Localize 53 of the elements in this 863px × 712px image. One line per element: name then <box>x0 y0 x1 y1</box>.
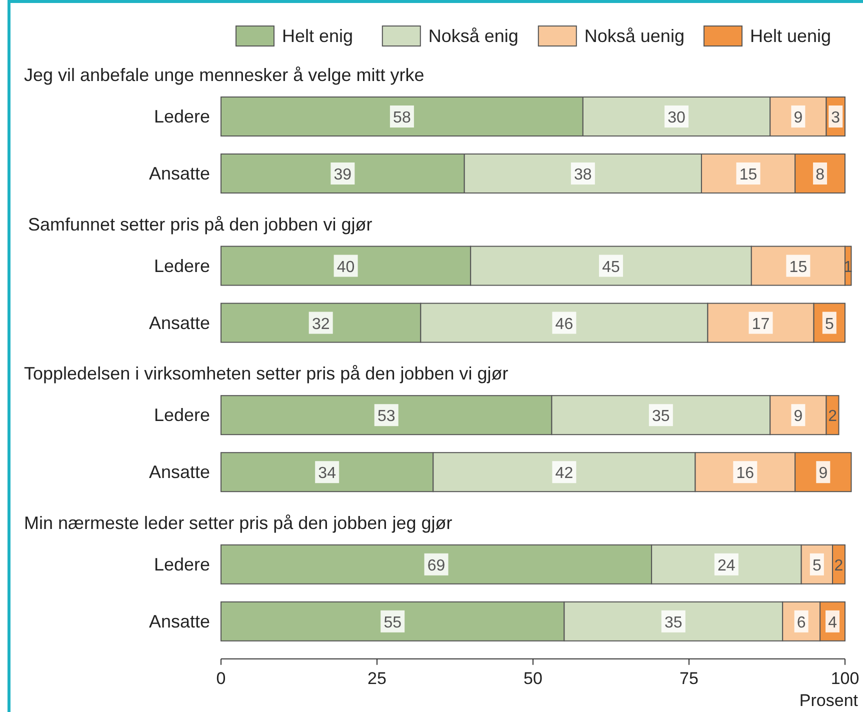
y-tick-label: Ansatte <box>148 462 210 482</box>
x-tick-label: 75 <box>680 668 698 688</box>
data-label: 30 <box>668 110 686 126</box>
data-label: 39 <box>334 166 352 184</box>
data-label: 16 <box>736 465 754 482</box>
data-label: 15 <box>789 258 808 276</box>
chart-title: Jeg vil anbefale unge mennesker å velge mitt yrke <box>24 65 424 85</box>
data-label: 34 <box>318 465 336 482</box>
y-tick-label: Ansatte <box>148 312 210 333</box>
data-label: 55 <box>384 614 402 632</box>
data-label: 4 <box>828 614 838 632</box>
data-label: 40 <box>336 258 355 276</box>
data-label: 17 <box>752 316 770 333</box>
data-label: 46 <box>555 316 574 333</box>
data-label: 15 <box>739 166 758 184</box>
y-tick-label: Ledere <box>154 405 210 426</box>
data-label: 9 <box>818 465 828 482</box>
data-label: 24 <box>718 557 736 574</box>
data-label: 9 <box>794 110 803 126</box>
legend-label: Helt enig <box>282 26 354 46</box>
data-label: 38 <box>574 166 592 184</box>
data-label: 6 <box>796 614 806 632</box>
data-label: 35 <box>664 614 682 632</box>
data-label: 45 <box>602 258 620 276</box>
data-label: 53 <box>377 408 396 426</box>
data-label: 8 <box>816 166 825 184</box>
chart-title: Toppledelsen i virksomheten setter pris på den jobben vi gjør <box>24 364 508 384</box>
x-tick-label: 50 <box>524 668 542 688</box>
legend-label: Helt uenig <box>750 26 832 46</box>
legend-label: Nokså enig <box>428 26 518 46</box>
y-tick-label: Ansatte <box>148 611 210 632</box>
data-label: 42 <box>555 465 574 482</box>
data-label: 5 <box>824 316 834 333</box>
data-label: 32 <box>312 316 330 333</box>
data-label: 58 <box>393 110 411 126</box>
data-label: 69 <box>427 557 446 574</box>
y-tick-label: Ansatte <box>148 164 210 184</box>
data-label: 2 <box>834 557 844 574</box>
chart-title: Samfunnet setter pris på den jobben vi gjør <box>28 214 372 234</box>
data-label: 5 <box>812 557 822 574</box>
data-label: 35 <box>652 408 670 426</box>
y-tick-label: Ledere <box>154 106 210 126</box>
x-tick-label: 100 <box>830 668 860 688</box>
chart-title: Min nærmeste leder setter pris på den jobben jeg gjør <box>24 512 452 533</box>
data-label: 2 <box>828 408 838 426</box>
legend-label: Nokså uenig <box>584 26 684 46</box>
y-tick-label: Ledere <box>154 256 210 276</box>
data-label: 9 <box>794 408 803 426</box>
data-label: 3 <box>831 110 840 126</box>
x-tick-label: 0 <box>216 668 226 688</box>
x-axis-title: Prosent <box>799 690 858 710</box>
x-tick-label: 25 <box>368 668 386 688</box>
y-tick-label: Ledere <box>154 554 210 574</box>
